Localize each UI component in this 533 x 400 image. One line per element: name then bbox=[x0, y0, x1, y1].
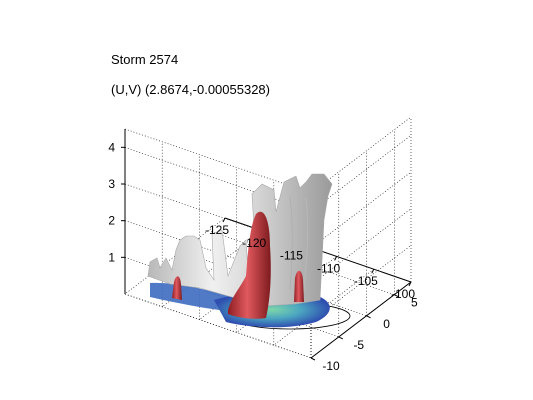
y-tick-label: 5 bbox=[411, 296, 418, 310]
x-tick bbox=[222, 217, 226, 223]
base-band-left bbox=[150, 282, 236, 312]
z-tick-label: 3 bbox=[108, 177, 115, 191]
y-tick bbox=[394, 294, 399, 298]
chart-title: Storm 2574 bbox=[111, 52, 179, 67]
box-edge bbox=[124, 128, 312, 194]
x-tick bbox=[371, 268, 375, 274]
z-tick-label: 4 bbox=[108, 140, 115, 154]
z-tick-label: 2 bbox=[108, 214, 115, 228]
z-tick-label: 1 bbox=[108, 250, 115, 264]
x-tick-label: -120 bbox=[242, 236, 266, 250]
chart-subtitle: (U,V) (2.8674,-0.00055328) bbox=[111, 82, 270, 97]
x-tick-label: -110 bbox=[317, 261, 340, 275]
tick-labels: -125 -120 -115 -110 -105 -100 -10 -5 0 5 1 2 3 4 bbox=[108, 140, 418, 373]
y-tick-label: -10 bbox=[322, 359, 340, 373]
y-tick bbox=[338, 336, 344, 340]
x-tick-label: -125 bbox=[205, 223, 229, 237]
x-tick bbox=[334, 256, 338, 261]
x-tick-label: -100 bbox=[391, 287, 415, 301]
y-tick bbox=[366, 315, 371, 319]
x-tick-label: -105 bbox=[354, 274, 378, 288]
y-tick bbox=[310, 357, 316, 361]
y-tick-label: -5 bbox=[353, 338, 364, 352]
y-tick-label: 0 bbox=[383, 317, 390, 331]
x-tick bbox=[408, 281, 412, 287]
x-tick-label: -115 bbox=[280, 249, 303, 263]
red-core bbox=[172, 211, 304, 319]
